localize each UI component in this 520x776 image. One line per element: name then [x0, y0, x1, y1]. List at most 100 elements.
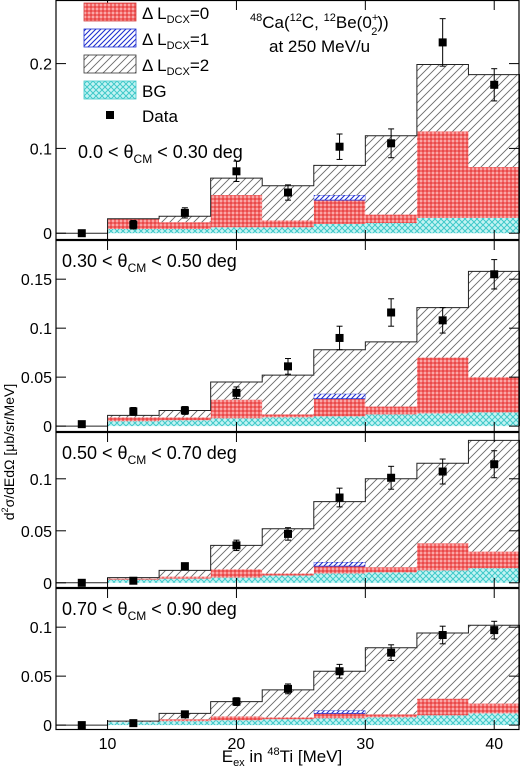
panel-3: 0 0.05 0.1 0.50 < θCM < 0.70 deg	[21, 431, 520, 593]
panel-frame	[55, 239, 520, 433]
panel-frame	[55, 431, 520, 589]
data-point	[387, 308, 396, 317]
bar-bg-bin-6	[313, 416, 366, 427]
y-tick-label: 0.15	[21, 272, 52, 289]
bar-l0-bin-7	[365, 714, 417, 718]
bar-l0-bin-4	[210, 569, 263, 578]
data-point	[335, 493, 344, 502]
data-point	[180, 406, 189, 415]
bar-bg-bin-5	[262, 719, 314, 726]
data-point	[438, 316, 447, 325]
x-tick-label: 40	[485, 736, 503, 753]
bar-l0-bin-3	[159, 417, 211, 421]
data-point	[77, 721, 86, 730]
y-axis-label: d2σ/dEdΩ [μb/sr/MeV]	[0, 384, 17, 520]
data-point	[387, 473, 396, 482]
bar-l0-bin-6	[313, 713, 366, 719]
data-point	[77, 420, 86, 429]
panel-label: 0.70 < θCM < 0.90 deg	[62, 599, 237, 623]
bar-l0-bin-5	[262, 220, 314, 228]
bar-l0-bin-4	[210, 195, 263, 228]
bar-l1-bin-6	[313, 561, 366, 567]
legend-label-l2: Δ LDCX=2	[142, 56, 209, 78]
x-tick-label: 20	[228, 736, 246, 753]
y-tick-label: 0.1	[30, 141, 52, 158]
bar-l2-bin-5	[262, 375, 314, 415]
bar-l0-bin-7	[365, 214, 417, 224]
reaction-title: 48Ca(12C, 12Be(0+ 2)) at 250 MeV/u	[250, 12, 389, 56]
bar-l2-bin-4	[210, 178, 263, 196]
y-tick-label: 0.2	[30, 57, 52, 74]
panel-4: 0 0.05 0.1 10 20 30 40 0.70 < θCM < 0.90 deg	[21, 587, 520, 753]
energy-label: at 250 MeV/u	[269, 37, 370, 56]
y-tick-label: 0	[43, 226, 52, 243]
bar-bg-bin-7	[365, 572, 417, 583]
y-tick-label: 0.1	[30, 472, 52, 489]
bar-l0-bin-5	[262, 717, 314, 720]
data-point	[490, 80, 499, 89]
bar-l0-bin-8	[416, 543, 469, 571]
bar-l2-bin-6	[313, 349, 366, 394]
bar-bg-bin-7	[365, 414, 417, 427]
legend-marker-data	[106, 111, 114, 119]
legend-label-l0: Δ LDCX=0	[142, 4, 209, 26]
data-point	[284, 684, 292, 693]
bar-l2-bin-7	[365, 341, 417, 407]
data-point	[232, 697, 241, 706]
bar-bg-bin-7	[365, 717, 417, 726]
bar-l1-bin-6	[313, 710, 366, 714]
data-point	[180, 710, 189, 719]
total-outline	[56, 439, 520, 584]
bar-l2-bin-2	[107, 415, 160, 418]
bar-l2-bin-8	[416, 64, 469, 132]
bar-l0-bin-6	[313, 398, 366, 417]
total-outline	[56, 63, 520, 234]
x-axis-label: Eex in 48Ti [MeV]	[222, 746, 343, 769]
legend-swatch-l2	[83, 54, 137, 74]
bar-l1-bin-6	[313, 194, 366, 201]
bar-l0-bin-3	[159, 576, 211, 579]
total-outline	[56, 270, 520, 427]
legend-label-data: Data	[142, 107, 178, 126]
bar-l2-bin-4	[210, 545, 263, 570]
x-tick-label: 30	[356, 736, 374, 753]
data-point	[284, 188, 292, 197]
bar-l0-bin-6	[313, 200, 366, 224]
bar-l2-bin-6	[313, 501, 366, 562]
bar-bg-bin-3	[159, 228, 211, 234]
bar-l2-bin-5	[262, 689, 314, 718]
bar-l0-bin-6	[313, 566, 366, 574]
bar-l0-bin-9	[468, 703, 520, 714]
bar-bg-bin-5	[262, 227, 314, 234]
panel-frame	[55, 0, 520, 241]
bar-bg-bin-9	[468, 412, 520, 427]
data-point	[490, 460, 499, 469]
legend-label-l1: Δ LDCX=1	[142, 30, 209, 52]
y-tick-label: 0.1	[30, 620, 52, 637]
bar-l2-bin-6	[313, 165, 366, 196]
x-tick-label: 10	[99, 736, 117, 753]
total-outline	[56, 624, 520, 726]
data-point	[129, 719, 138, 728]
bar-bg-bin-6	[313, 573, 366, 583]
bar-l2-bin-7	[365, 478, 417, 568]
data-point	[335, 667, 344, 676]
bar-bg-bin-5	[262, 575, 314, 583]
bar-bg-bin-9	[468, 713, 520, 726]
data-point	[180, 562, 189, 571]
reaction-label: 48Ca(12C, 12Be(0+ 2))	[250, 12, 389, 38]
bar-bg-bin-3	[159, 420, 211, 427]
bar-l0-bin-9	[468, 551, 520, 569]
bar-l0-bin-9	[468, 377, 520, 413]
bar-bg-bin-3	[159, 721, 211, 726]
panel-frame	[55, 587, 520, 731]
data-point	[77, 229, 86, 238]
bar-l0-bin-5	[262, 573, 314, 576]
bar-bg-bin-8	[416, 570, 469, 583]
data-point	[387, 139, 396, 148]
legend-label-bg: BG	[142, 82, 167, 101]
data-point	[438, 38, 447, 47]
bar-l2-bin-4	[210, 701, 263, 717]
data-point	[438, 631, 447, 640]
